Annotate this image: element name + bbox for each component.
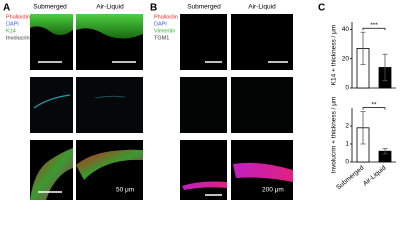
y-tick-label: 0	[345, 85, 349, 92]
y-tick-label: 1	[345, 141, 349, 148]
significance-label: ***	[370, 22, 378, 29]
stain-label: Vimentin	[154, 28, 175, 34]
image-grid	[30, 14, 143, 200]
stain-label: TGM1	[154, 35, 169, 41]
error-bar	[382, 148, 388, 155]
y-axis-label: K14 + thickness / μm	[331, 25, 338, 86]
y-tick-label: 20	[342, 55, 350, 62]
figure: A Submerged Air-Liquid Phalloidin DAPI K…	[3, 3, 396, 200]
column-header: Submerged	[33, 4, 67, 11]
x-tick-label: Air-Liquid	[362, 164, 388, 187]
column-header: Submerged	[187, 4, 221, 11]
error-bar	[382, 53, 388, 82]
panel-label: B	[150, 3, 157, 14]
column-header: Air-Liquid	[248, 4, 276, 11]
y-tick-label: 2	[345, 123, 349, 130]
stain-label: Involucrin	[6, 35, 30, 41]
panel-label: C	[318, 3, 325, 14]
stain-label: Phalloidin	[154, 14, 178, 20]
image-grid	[180, 14, 293, 200]
x-tick-label: Submerged	[335, 164, 366, 191]
y-tick-label: 40	[342, 26, 350, 33]
error-bar	[360, 111, 366, 145]
stain-label: DAPI	[154, 21, 167, 27]
significance-bracket	[362, 27, 386, 31]
significance-label: **	[371, 101, 377, 108]
y-axis-label: Involucrin + thickness / μm	[331, 97, 338, 174]
significance-bracket	[362, 107, 386, 110]
stain-label: Phalloidin	[6, 14, 30, 20]
scale-bar-label: 50 μm	[116, 187, 134, 194]
scale-bar-label: 200 μm	[262, 187, 284, 194]
charts: 0 20 40 K14 + thickness / μm *** 0 1 2 Involucri…	[331, 22, 396, 191]
column-header: Air-Liquid	[96, 4, 124, 11]
stain-label: K14	[6, 28, 16, 34]
error-bar	[360, 31, 366, 65]
panel-label: A	[3, 3, 10, 14]
y-tick-label: 0	[345, 159, 349, 166]
stain-label: DAPI	[6, 21, 19, 27]
